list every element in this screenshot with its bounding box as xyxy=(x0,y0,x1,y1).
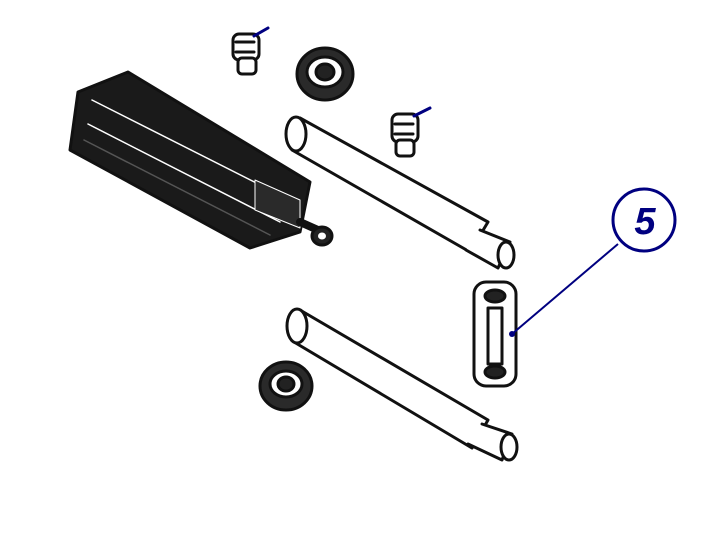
nut-top xyxy=(295,46,355,102)
air-cylinder xyxy=(68,70,334,250)
elbow-fitting-top xyxy=(231,26,270,76)
callout-leader-dot xyxy=(509,331,515,337)
pin-lower xyxy=(285,307,519,462)
callout-5: 5 xyxy=(509,187,677,337)
nut-lower xyxy=(258,360,314,412)
pin-upper xyxy=(284,115,516,270)
callout-leader-line xyxy=(511,243,619,335)
callout-number: 5 xyxy=(634,201,656,243)
elbow-fitting-mid xyxy=(390,106,432,158)
callout-bubble xyxy=(611,187,677,253)
connecting-link xyxy=(472,280,518,388)
